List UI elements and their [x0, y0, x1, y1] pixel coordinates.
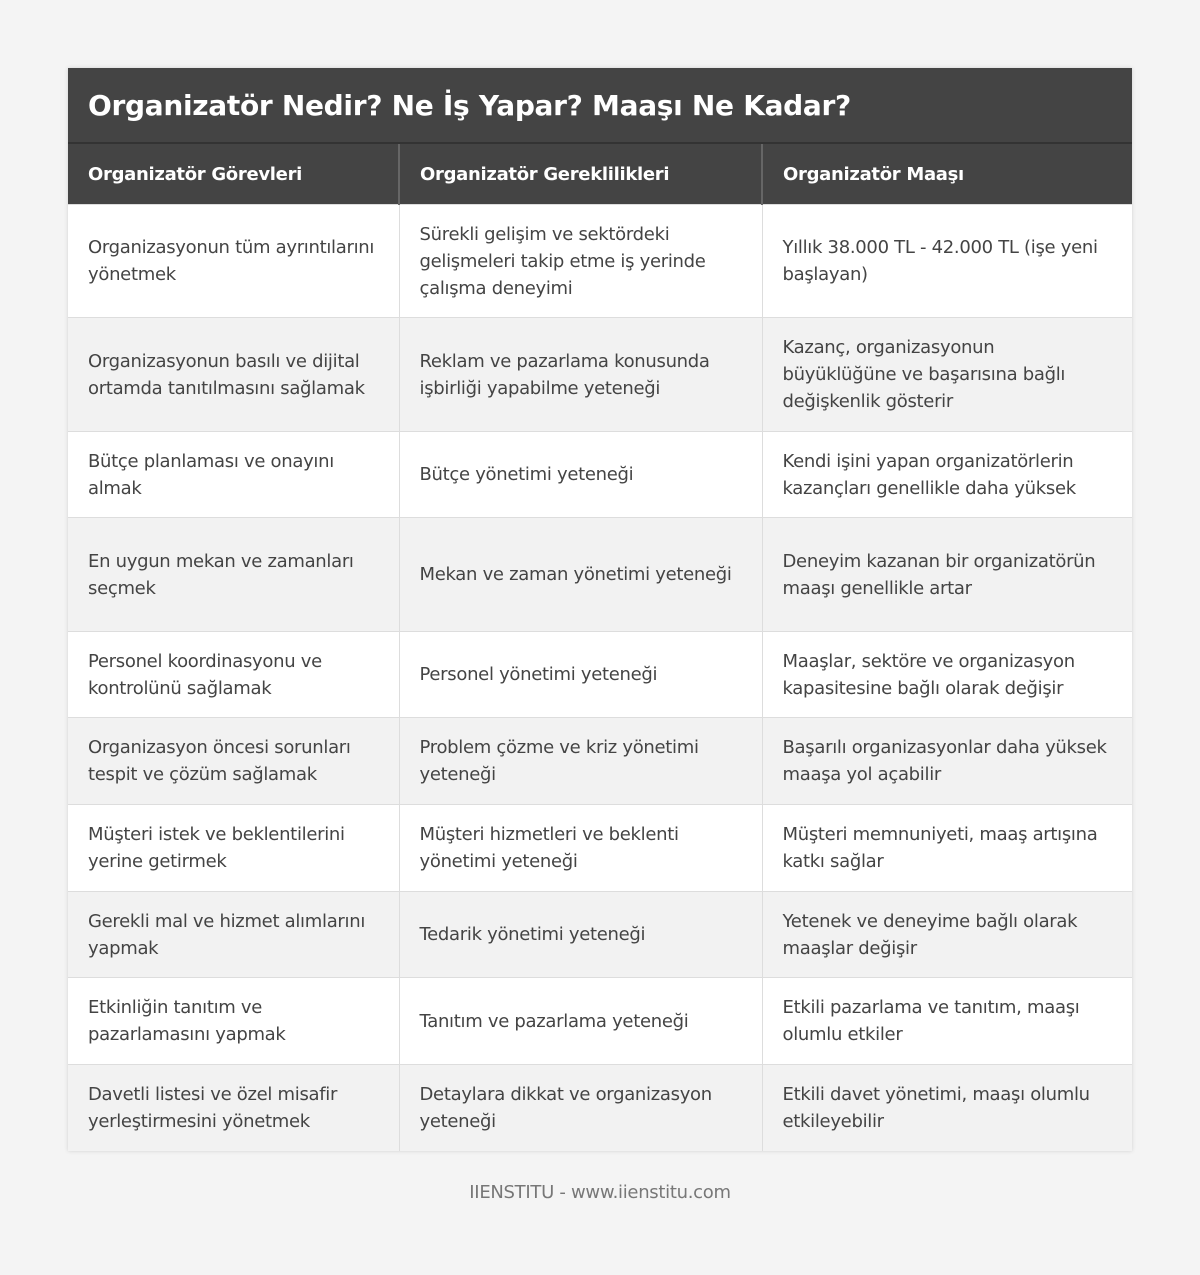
- table-cell: Deneyim kazanan bir organizatörün maaşı …: [762, 517, 1132, 632]
- table-cell: Davetli listesi ve özel misafir yerleşti…: [68, 1064, 400, 1151]
- table-cell: Müşteri istek ve beklentilerini yerine g…: [68, 804, 400, 892]
- table-cell: Reklam ve pazarlama konusunda işbirliği …: [399, 317, 763, 432]
- table-cell: Tedarik yönetimi yeteneği: [399, 891, 763, 978]
- table-row: Davetli listesi ve özel misafir yerleşti…: [68, 1064, 1132, 1151]
- table-cell: Gerekli mal ve hizmet alımlarını yapmak: [68, 891, 400, 978]
- table-row: Personel koordinasyonu ve kontrolünü sağ…: [68, 631, 1132, 718]
- table-cell: Organizasyonun tüm ayrıntılarını yönetme…: [68, 204, 400, 318]
- table-cell: Yıllık 38.000 TL - 42.000 TL (işe yeni b…: [762, 204, 1132, 318]
- table-cell: En uygun mekan ve zamanları seçmek: [68, 517, 400, 632]
- table-cell: Yetenek ve deneyime bağlı olarak maaşlar…: [762, 891, 1132, 978]
- table-row: Gerekli mal ve hizmet alımlarını yapmak T…: [68, 891, 1132, 978]
- table-row: Etkinliğin tanıtım ve pazarlamasını yapm…: [68, 977, 1132, 1065]
- table-cell: Organizasyonun basılı ve dijital ortamda…: [68, 317, 400, 432]
- table-cell: Maaşlar, sektöre ve organizasyon kapasit…: [762, 631, 1132, 718]
- table-cell: Kazanç, organizasyonun büyüklüğüne ve ba…: [762, 317, 1132, 432]
- table-row: Organizasyonun basılı ve dijital ortamda…: [68, 317, 1132, 432]
- table-cell: Bütçe planlaması ve onayını almak: [68, 431, 400, 518]
- table-cell: Organizasyon öncesi sorunları tespit ve …: [68, 717, 400, 805]
- column-header: Organizatör Gereklilikleri: [399, 144, 763, 205]
- table-cell: Etkili pazarlama ve tanıtım, maaşı oluml…: [762, 977, 1132, 1065]
- table-cell: Detaylara dikkat ve organizasyon yeteneğ…: [399, 1064, 763, 1151]
- table-cell: Başarılı organizasyonlar daha yüksek maa…: [762, 717, 1132, 805]
- table-cell: Kendi işini yapan organizatörlerin kazan…: [762, 431, 1132, 518]
- table-row: En uygun mekan ve zamanları seçmek Mekan …: [68, 517, 1132, 632]
- table-cell: Personel yönetimi yeteneği: [399, 631, 763, 718]
- page-title: Organizatör Nedir? Ne İş Yapar? Maaşı Ne…: [68, 68, 1132, 144]
- table-cell: Tanıtım ve pazarlama yeteneği: [399, 977, 763, 1065]
- table-row: Organizasyonun tüm ayrıntılarını yönetme…: [68, 204, 1132, 318]
- table-cell: Müşteri hizmetleri ve beklenti yönetimi …: [399, 804, 763, 892]
- table-cell: Personel koordinasyonu ve kontrolünü sağ…: [68, 631, 400, 718]
- footer-credit: IIENSTITU - www.iienstitu.com: [469, 1182, 731, 1203]
- table-cell: Müşteri memnuniyeti, maaş artışına katkı…: [762, 804, 1132, 892]
- column-header: Organizatör Maaşı: [762, 144, 1132, 205]
- table-row: Müşteri istek ve beklentilerini yerine g…: [68, 804, 1132, 892]
- table-row: Bütçe planlaması ve onayını almak Bütçe y…: [68, 431, 1132, 518]
- data-table: Organizatör Görevleri Organizatör Gerekl…: [68, 144, 1132, 1151]
- table-cell: Problem çözme ve kriz yönetimi yeteneği: [399, 717, 763, 805]
- table-cell: Mekan ve zaman yönetimi yeteneği: [399, 517, 763, 632]
- table-cell: Sürekli gelişim ve sektördeki gelişmeler…: [399, 204, 763, 318]
- column-header: Organizatör Görevleri: [68, 144, 400, 205]
- table-cell: Etkinliğin tanıtım ve pazarlamasını yapm…: [68, 977, 400, 1065]
- table-cell: Bütçe yönetimi yeteneği: [399, 431, 763, 518]
- header-row: Organizatör Görevleri Organizatör Gerekl…: [68, 144, 1132, 205]
- table-card: Organizatör Nedir? Ne İş Yapar? Maaşı Ne…: [68, 68, 1132, 1151]
- table-row: Organizasyon öncesi sorunları tespit ve …: [68, 717, 1132, 805]
- table-cell: Etkili davet yönetimi, maaşı olumlu etki…: [762, 1064, 1132, 1151]
